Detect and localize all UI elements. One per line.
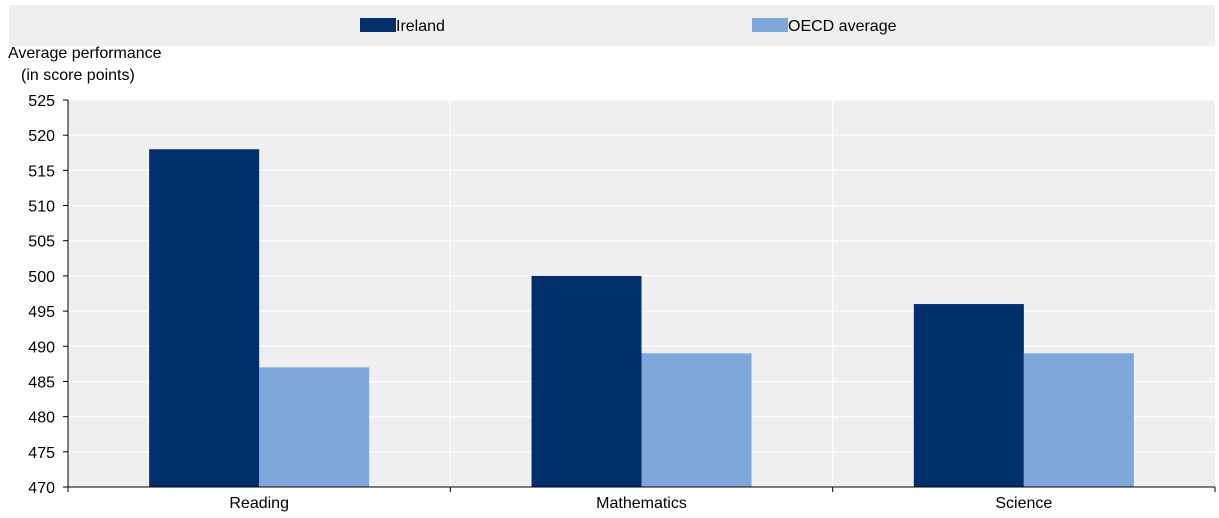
bar-oecd-average-mathematics: [641, 353, 752, 487]
bar-ireland-science: [913, 304, 1024, 487]
bars: [149, 149, 1134, 487]
x-tick-labels: Reading Mathematics Science: [229, 495, 1052, 512]
y-tick-label: 515: [28, 163, 55, 180]
y-axis-subtitle: (in score points): [21, 67, 135, 84]
y-tick-label: 485: [28, 374, 55, 391]
y-tick-label: 480: [28, 410, 55, 427]
legend-swatch: [752, 18, 788, 32]
y-tick-label: 475: [28, 445, 55, 462]
y-tick-labels: 470 475 480 485 490 495 500 505 510 515 520 525: [28, 93, 55, 497]
y-axis-title: Average performance: [8, 45, 162, 62]
legend-label: Ireland: [396, 18, 445, 35]
y-tick-label: 500: [28, 269, 55, 286]
x-tick-label: Reading: [229, 495, 289, 512]
legend-label: OECD average: [788, 18, 897, 35]
axes: [63, 99, 1216, 492]
legend-item-oecd-average: OECD average: [752, 18, 897, 35]
y-tick-label: 490: [28, 339, 55, 356]
y-tick-label: 505: [28, 234, 55, 251]
bar-ireland-reading: [149, 149, 260, 487]
y-tick-label: 495: [28, 304, 55, 321]
x-tick-label: Mathematics: [596, 495, 687, 512]
legend-swatch: [360, 18, 396, 32]
bar-oecd-average-reading: [259, 367, 370, 487]
bar-oecd-average-science: [1023, 353, 1134, 487]
y-tick-label: 520: [28, 128, 55, 145]
y-tick-label: 470: [28, 480, 55, 497]
y-tick-label: 510: [28, 199, 55, 216]
legend-item-ireland: Ireland: [360, 18, 445, 35]
legend: Ireland OECD average: [360, 18, 897, 35]
bar-ireland-mathematics: [531, 275, 642, 487]
legend-background: [9, 5, 1215, 46]
y-tick-label: 525: [28, 93, 55, 110]
x-tick-label: Science: [995, 495, 1052, 512]
